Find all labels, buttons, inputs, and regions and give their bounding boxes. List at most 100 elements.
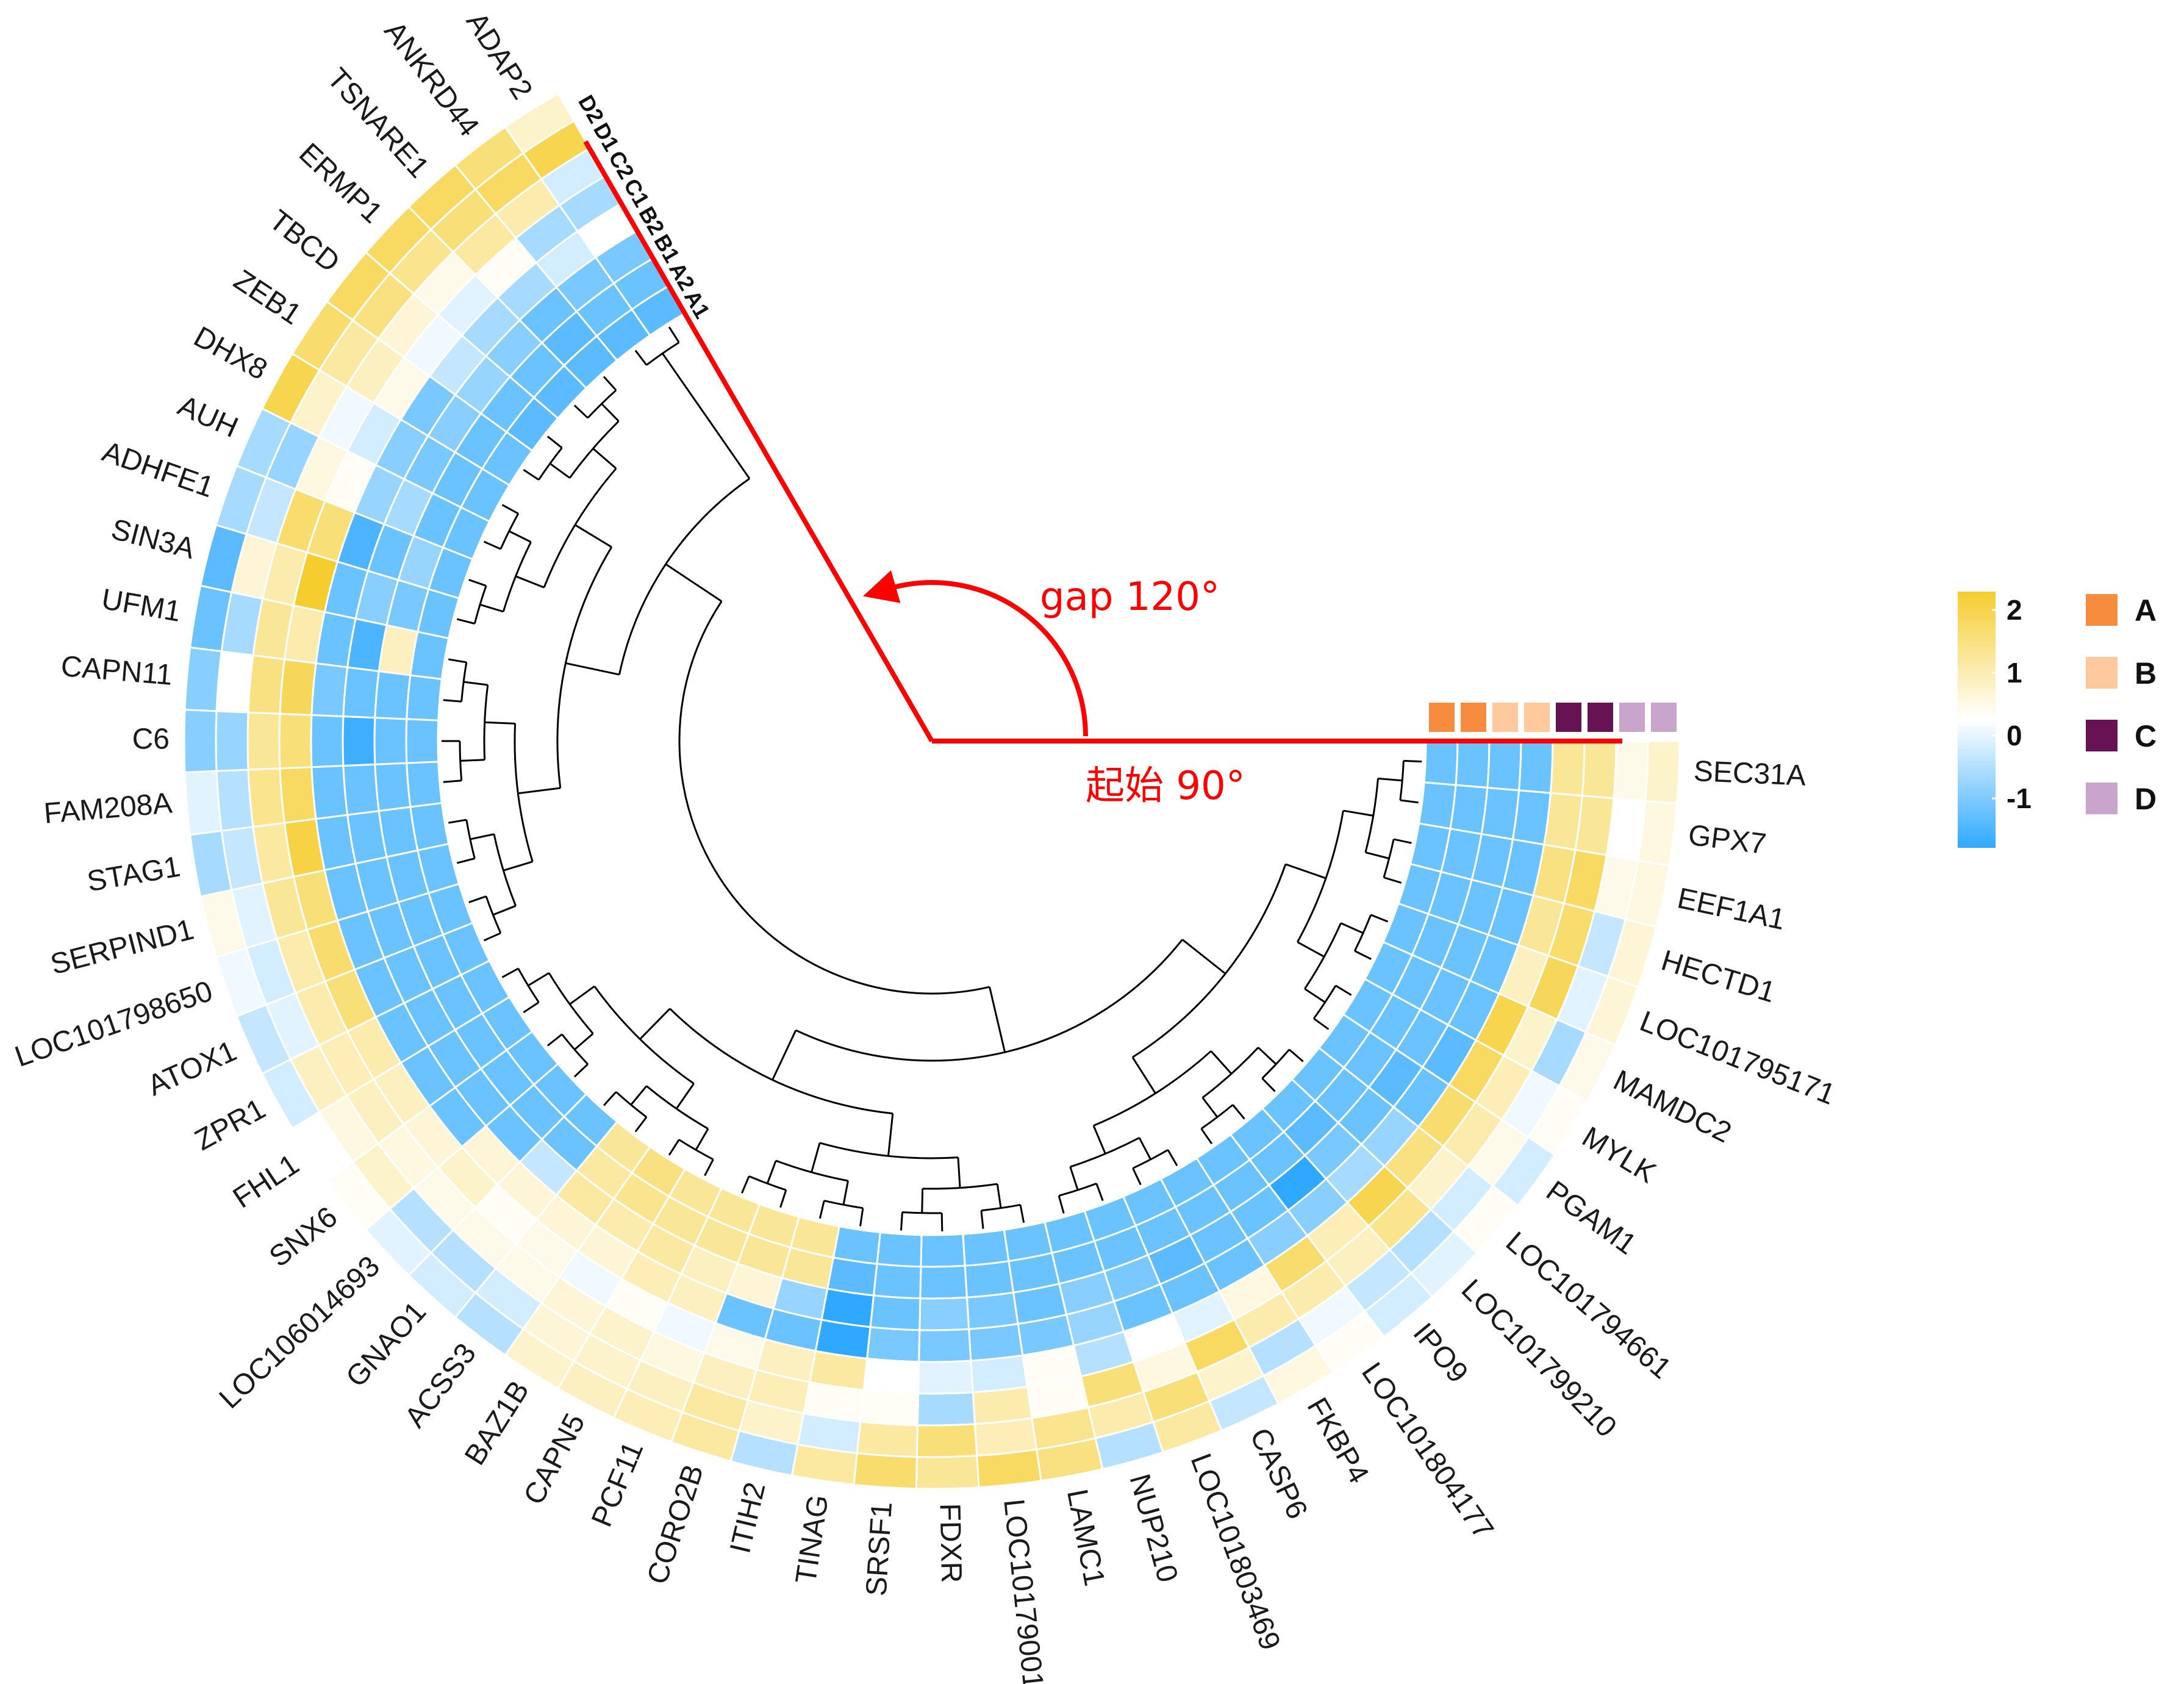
- heatmap-cell: [970, 1354, 1029, 1394]
- color-scale-ticks: 2 1 0 -1: [1992, 594, 2032, 814]
- gene-label: C6: [132, 723, 170, 756]
- gene-label: EEF1A1: [1675, 882, 1788, 936]
- dendrogram-branch: [523, 468, 540, 481]
- dendrogram-branch: [639, 1008, 671, 1040]
- dendrogram-branch: [630, 1085, 648, 1106]
- heatmap-cell: [915, 1455, 980, 1490]
- gene-label: DHX8: [188, 320, 273, 386]
- dendrogram-branch: [779, 1189, 787, 1208]
- dendrogram-branch: [456, 858, 475, 864]
- heatmap-cell: [278, 712, 313, 770]
- dendrogram-branch: [980, 1210, 984, 1229]
- heatmap-cell: [215, 710, 249, 772]
- dendrogram-arc: [669, 1008, 893, 1115]
- heatmap-cell: [865, 1326, 921, 1363]
- dendrogram-branch: [592, 448, 617, 470]
- dendrogram-branch: [1393, 838, 1412, 844]
- dendrogram-branch: [443, 699, 462, 703]
- dendrogram-branch: [989, 986, 1006, 1053]
- heatmap-cell: [919, 1264, 968, 1300]
- dendrogram-branch: [772, 1030, 797, 1081]
- gene-label: NUP210: [1123, 1471, 1184, 1586]
- group-annotation-cell: [1429, 703, 1455, 732]
- dendrogram-arc: [922, 1183, 998, 1190]
- dendrogram-arc: [1070, 1137, 1140, 1168]
- heatmap-cell: [406, 674, 443, 722]
- dendrogram-branch: [1138, 1137, 1151, 1160]
- dendrogram-branch: [668, 326, 680, 343]
- group-annotation-cell: [1651, 703, 1677, 732]
- dendrogram-branch: [1092, 1125, 1106, 1155]
- dendrogram-branch: [662, 353, 751, 479]
- group-annotation-cell: [1461, 703, 1486, 732]
- heatmap-cell: [915, 1423, 978, 1458]
- dendrogram-branch: [503, 861, 533, 872]
- gene-label: HECTD1: [1658, 944, 1779, 1009]
- scale-tick-label: 2: [2007, 594, 2022, 626]
- dendrogram-arc: [460, 662, 468, 702]
- group-legend-swatch: [2086, 594, 2118, 626]
- heatmap-cell: [918, 1296, 970, 1331]
- gene-label: GNAO1: [340, 1295, 432, 1393]
- dendrogram-branch: [957, 1157, 961, 1188]
- dendrogram-arc: [678, 601, 990, 995]
- dendrogram-branch: [1181, 939, 1226, 975]
- dendrogram-branch: [1131, 1056, 1156, 1094]
- heatmap-cell: [504, 92, 576, 155]
- gene-label: SNX6: [263, 1200, 343, 1273]
- group-legend-label: D: [2135, 782, 2157, 816]
- dendrogram-branch: [603, 376, 617, 391]
- dendrogram-branch: [456, 618, 475, 625]
- gene-label: MAMDC2: [1608, 1064, 1736, 1150]
- dendrogram-branch: [509, 530, 532, 543]
- dendrogram-branch: [546, 435, 563, 449]
- dendrogram-branch: [766, 1160, 777, 1184]
- dendrogram-branch: [1069, 1166, 1079, 1191]
- gene-label: LOC101790011: [997, 1497, 1051, 1684]
- heatmap-cell: [279, 658, 317, 716]
- dendrogram-branch: [443, 779, 462, 783]
- dendrogram-branch: [483, 932, 501, 942]
- dendrogram-arc: [517, 968, 540, 1003]
- dendrogram-branch: [483, 540, 501, 550]
- dendrogram-branch: [1370, 914, 1389, 923]
- gene-label: CORO2B: [641, 1461, 710, 1588]
- dendrogram-branch: [1058, 1195, 1065, 1214]
- group-legend-swatch: [2086, 783, 2118, 814]
- group-annotation-bar: [1429, 703, 1677, 732]
- dendrogram-branch: [1365, 851, 1390, 859]
- group-annotation-cell: [1619, 703, 1645, 732]
- dendrogram-branch: [501, 504, 519, 515]
- dendrogram-branch: [574, 1033, 594, 1050]
- gene-label: LOC101804177: [1355, 1357, 1500, 1546]
- gene-label: PCF11: [585, 1437, 650, 1532]
- heatmap-cell: [184, 646, 223, 712]
- heatmap-cells: [183, 92, 1681, 1490]
- heatmap-cell: [405, 718, 440, 764]
- dendrogram-branch: [668, 1139, 680, 1156]
- dendrogram-branch: [695, 1128, 709, 1151]
- gene-label: ACSS3: [399, 1338, 482, 1433]
- dendrogram-branch: [575, 524, 612, 548]
- dendrogram-branch: [601, 403, 620, 422]
- dendrogram-branch: [675, 1083, 695, 1109]
- dendrogram-arc: [795, 939, 1183, 1062]
- dendrogram-branch: [484, 721, 515, 725]
- dendrogram-branch: [515, 575, 545, 589]
- dendrogram: [442, 326, 1422, 1231]
- dendrogram-branch: [1313, 1017, 1330, 1030]
- heatmap-cell: [917, 1360, 974, 1395]
- heatmap-cell: [183, 709, 218, 773]
- scale-tick-label: -1: [2007, 783, 2032, 814]
- heatmap-cell: [862, 1357, 920, 1395]
- heatmap-cell: [965, 1291, 1019, 1330]
- heatmap-cell: [215, 650, 254, 714]
- gap-edge-line: [583, 140, 934, 743]
- heatmap-cell: [310, 662, 349, 718]
- dendrogram-arc: [1132, 864, 1287, 1058]
- dendrogram-branch: [523, 1001, 540, 1014]
- gene-label: PGAM1: [1540, 1175, 1642, 1261]
- dendrogram-branch: [565, 662, 620, 676]
- dendrogram-branch: [1378, 777, 1403, 782]
- heatmap-cell: [1581, 740, 1617, 800]
